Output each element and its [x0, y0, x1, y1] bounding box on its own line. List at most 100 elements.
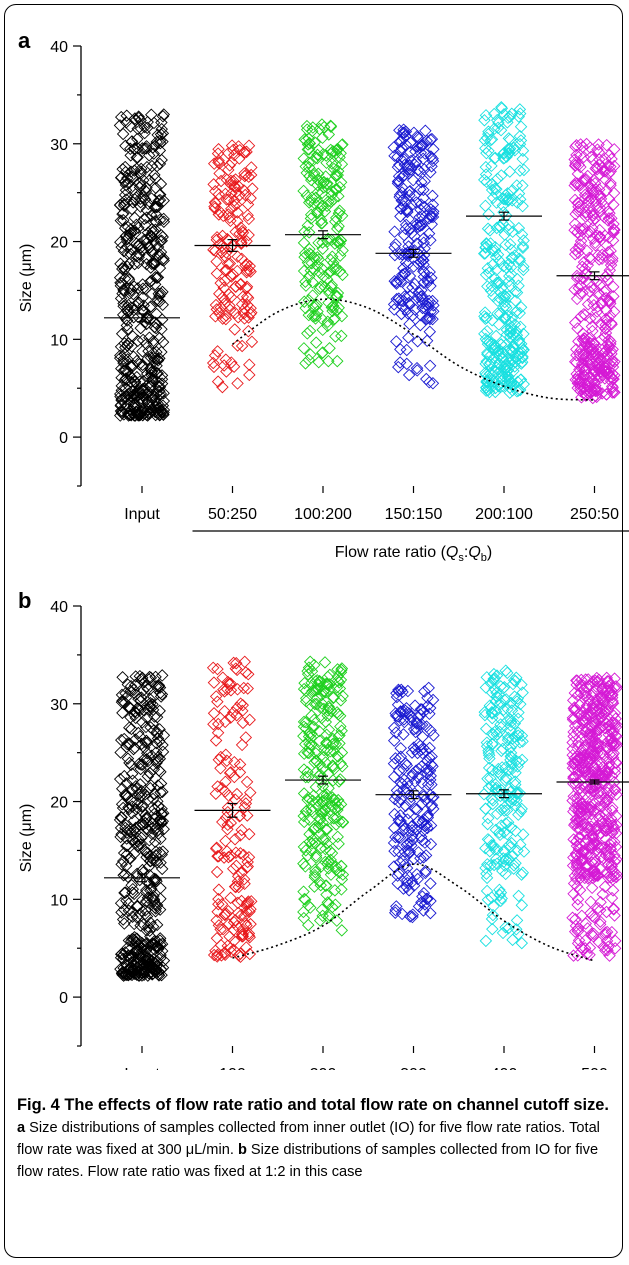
- data-point: [139, 895, 153, 908]
- data-point: [124, 403, 138, 416]
- data-point: [609, 840, 623, 854]
- data-point: [391, 877, 404, 890]
- data-point: [156, 738, 169, 752]
- data-point: [116, 287, 129, 300]
- data-point: [302, 899, 315, 912]
- data-point: [135, 691, 148, 704]
- data-point: [333, 249, 347, 262]
- data-point: [242, 311, 255, 324]
- data-point: [569, 140, 582, 153]
- data-point: [210, 255, 223, 268]
- series-group: [297, 118, 349, 370]
- data-point: [314, 775, 328, 788]
- data-point: [302, 143, 316, 156]
- data-point: [606, 884, 620, 897]
- data-point: [127, 280, 141, 293]
- data-point: [578, 332, 592, 345]
- data-point: [144, 930, 157, 943]
- data-point: [594, 915, 607, 928]
- data-point: [115, 384, 129, 397]
- data-point: [503, 327, 517, 340]
- data-point: [592, 841, 605, 854]
- data-point: [153, 752, 167, 765]
- data-point: [130, 867, 144, 881]
- data-point: [236, 290, 250, 304]
- data-point: [586, 832, 599, 845]
- data-point: [309, 780, 323, 794]
- data-point: [574, 382, 587, 395]
- data-point: [211, 345, 224, 358]
- data-point: [150, 966, 164, 979]
- data-point: [508, 690, 521, 703]
- data-point: [387, 298, 401, 311]
- data-point: [511, 760, 524, 773]
- data-point: [240, 266, 253, 279]
- data-point: [570, 292, 584, 306]
- data-point: [319, 677, 333, 691]
- data-point: [117, 213, 130, 227]
- data-point: [499, 921, 512, 934]
- data-point: [133, 176, 147, 190]
- data-point: [301, 664, 314, 678]
- data-point: [584, 734, 597, 748]
- data-point: [234, 221, 248, 234]
- data-point: [575, 224, 588, 238]
- data-point: [122, 298, 135, 312]
- data-point: [328, 237, 342, 250]
- data-point: [139, 720, 153, 734]
- data-point: [133, 248, 146, 261]
- data-point: [422, 681, 435, 695]
- data-point: [130, 954, 143, 968]
- data-point: [137, 968, 151, 982]
- data-point: [571, 892, 585, 906]
- data-point: [115, 828, 128, 841]
- data-point: [400, 759, 414, 772]
- data-point: [153, 681, 167, 694]
- data-point: [485, 707, 499, 720]
- data-point: [135, 800, 148, 813]
- data-point: [223, 159, 236, 172]
- data-point: [153, 188, 166, 202]
- data-point: [323, 668, 337, 682]
- data-point: [317, 685, 331, 698]
- data-point: [223, 299, 236, 312]
- data-point: [482, 207, 495, 221]
- data-point: [219, 775, 232, 789]
- data-point: [211, 662, 224, 676]
- data-point: [480, 739, 494, 753]
- data-point: [118, 188, 132, 202]
- data-point: [302, 226, 316, 239]
- data-point: [408, 189, 421, 202]
- data-point: [609, 809, 623, 823]
- data-point: [513, 129, 527, 143]
- data-point: [314, 841, 328, 855]
- data-point: [332, 815, 346, 828]
- data-point: [601, 675, 614, 688]
- data-point: [135, 969, 149, 982]
- data-point: [297, 152, 311, 165]
- data-point: [500, 191, 513, 205]
- data-point: [605, 804, 619, 817]
- data-point: [584, 331, 597, 345]
- data-point: [148, 316, 162, 329]
- data-point: [322, 897, 335, 911]
- data-point: [399, 138, 413, 152]
- data-point: [147, 147, 160, 160]
- data-point: [324, 195, 338, 208]
- data-point: [517, 845, 531, 858]
- data-point: [207, 157, 221, 170]
- data-point: [608, 762, 622, 776]
- data-point: [303, 169, 316, 183]
- data-point: [485, 159, 498, 173]
- data-point: [141, 736, 154, 749]
- data-point: [302, 791, 315, 804]
- data-point: [117, 356, 130, 370]
- data-point: [481, 833, 495, 846]
- data-point: [410, 868, 424, 881]
- data-point: [124, 711, 137, 724]
- data-point: [133, 907, 147, 921]
- data-point: [227, 199, 241, 213]
- series-group: [568, 137, 621, 405]
- data-point: [607, 724, 620, 738]
- data-point: [149, 321, 163, 335]
